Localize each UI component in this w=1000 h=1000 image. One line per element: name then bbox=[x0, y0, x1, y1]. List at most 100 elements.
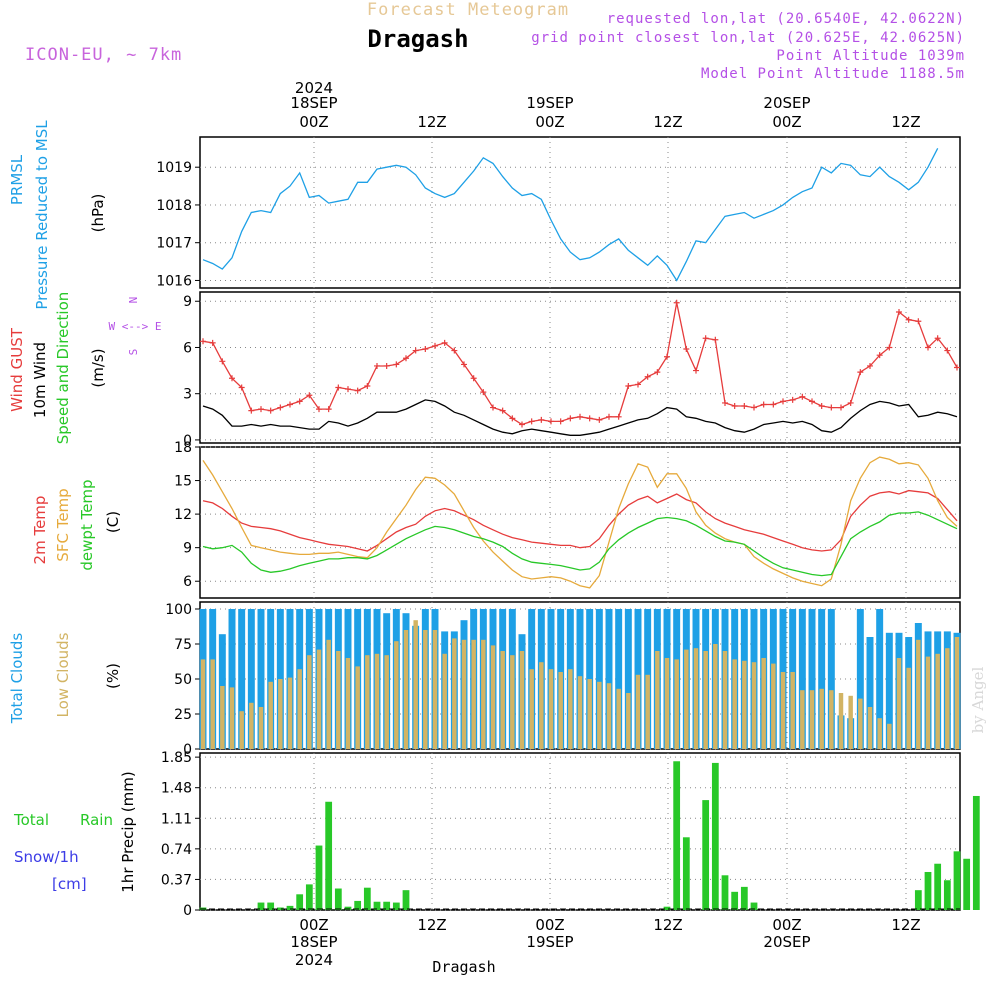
gust-marker bbox=[644, 373, 651, 380]
gust-marker bbox=[654, 369, 661, 376]
gust-marker bbox=[722, 399, 728, 406]
temp-dewpt-line bbox=[202, 511, 958, 577]
gust-marker bbox=[596, 416, 603, 423]
low-cloud-bar bbox=[800, 690, 805, 749]
precip-bar bbox=[354, 900, 362, 910]
low-cloud-bar bbox=[539, 662, 544, 749]
gust-marker bbox=[538, 416, 545, 423]
low-cloud-bar bbox=[568, 669, 573, 749]
gust-marker bbox=[354, 387, 361, 394]
low-cloud-bar bbox=[751, 662, 757, 749]
gust-marker bbox=[412, 347, 419, 354]
y-tick-label: 9 bbox=[183, 541, 192, 557]
gust-marker bbox=[219, 358, 226, 365]
gust-marker bbox=[567, 415, 574, 422]
panel-frame bbox=[199, 752, 961, 911]
gust-marker bbox=[954, 364, 960, 371]
total-cloud-bar bbox=[247, 609, 255, 749]
watermark: by Angel bbox=[969, 666, 987, 733]
top-year: 2024 bbox=[295, 79, 333, 97]
footer-location: Dragash bbox=[432, 958, 495, 976]
gust-marker bbox=[499, 407, 506, 414]
wind-line bbox=[202, 399, 958, 436]
time-tick-hour: 12Z bbox=[653, 916, 682, 934]
precip-snow-label: Snow/1h bbox=[14, 848, 79, 866]
low-cloud-bar bbox=[906, 667, 911, 749]
gust-marker bbox=[635, 381, 641, 388]
time-tick-date: 20SEP bbox=[763, 94, 810, 112]
gust-marker bbox=[741, 403, 748, 410]
time-tick-hour: 00Z bbox=[535, 916, 564, 934]
compass-we: W <--> E bbox=[109, 320, 162, 333]
gust-marker bbox=[509, 415, 516, 422]
total-cloud-bar bbox=[605, 609, 613, 749]
wind-direction-label: Speed and Direction bbox=[54, 292, 72, 445]
precip-bar bbox=[924, 871, 932, 910]
precip-cm-label: [cm] bbox=[52, 875, 87, 893]
low-cloud-bar bbox=[858, 698, 863, 749]
precip-bar bbox=[257, 902, 265, 910]
low-cloud-bar bbox=[597, 681, 602, 749]
y-tick-label: 1.85 bbox=[161, 750, 192, 766]
gust-marker bbox=[229, 375, 235, 382]
y-tick-label: 1.11 bbox=[161, 811, 192, 827]
low-cloud-bar bbox=[606, 683, 612, 749]
precip-bar bbox=[721, 875, 729, 910]
gust-marker bbox=[867, 362, 873, 369]
low-cloud-bar bbox=[413, 620, 418, 749]
wind-labels: Wind GUST 10m Wind Speed and Direction (… bbox=[8, 292, 161, 445]
low-cloud-bar bbox=[713, 644, 718, 749]
gust-marker bbox=[702, 335, 709, 342]
temp-dewpt-label: dewpt Temp bbox=[78, 479, 96, 570]
gust-marker bbox=[770, 401, 777, 408]
gust-marker bbox=[490, 404, 496, 411]
gust-marker bbox=[209, 339, 216, 346]
total-cloud-bar bbox=[267, 609, 275, 749]
y-tick-label: 0.37 bbox=[161, 872, 192, 888]
gust-marker bbox=[838, 404, 844, 411]
gust-marker bbox=[886, 344, 893, 351]
pressure-line bbox=[202, 148, 939, 282]
low-cloud-bar bbox=[403, 630, 409, 749]
gust-marker bbox=[548, 418, 554, 425]
total-cloud-bar bbox=[808, 609, 816, 749]
precip-bar bbox=[296, 894, 304, 910]
gust-marker bbox=[799, 393, 806, 400]
low-cloud-bar bbox=[374, 653, 380, 749]
wind-unit: (m/s) bbox=[89, 348, 107, 387]
low-cloud-bar bbox=[287, 677, 293, 749]
wind-gust-label: Wind GUST bbox=[8, 327, 26, 412]
gust-marker bbox=[325, 406, 332, 413]
gust-marker bbox=[683, 346, 690, 353]
y-tick-label: 12 bbox=[174, 507, 192, 523]
time-tick-hour: 00Z bbox=[299, 113, 328, 131]
low-cloud-bar bbox=[867, 707, 873, 749]
gust-marker bbox=[422, 346, 429, 353]
low-cloud-bar bbox=[674, 659, 679, 749]
gust-marker bbox=[267, 407, 274, 414]
low-cloud-bar bbox=[432, 630, 438, 749]
low-cloud-bar bbox=[519, 651, 525, 749]
plots: 1016101710181019036969121518025507510000… bbox=[156, 94, 980, 969]
low-cloud-bar bbox=[626, 693, 631, 749]
total-clouds-label: Total Clouds bbox=[8, 633, 26, 725]
precip-bar bbox=[702, 800, 710, 910]
gust-marker bbox=[760, 401, 767, 408]
gust-marker bbox=[200, 338, 206, 345]
time-tick-year: 2024 bbox=[295, 951, 333, 969]
low-cloud-bar bbox=[819, 688, 824, 749]
temp-sfc-label: SFC Temp bbox=[54, 488, 72, 561]
low-cloud-bar bbox=[925, 656, 931, 749]
precip-bar bbox=[286, 905, 294, 910]
total-cloud-bar bbox=[856, 609, 864, 749]
low-cloud-bar bbox=[935, 653, 940, 749]
low-cloud-bar bbox=[229, 687, 235, 749]
gust-marker bbox=[789, 396, 796, 403]
low-cloud-bar bbox=[887, 723, 892, 749]
low-cloud-bar bbox=[471, 639, 476, 749]
time-tick-hour: 00Z bbox=[535, 113, 564, 131]
gust-marker bbox=[712, 336, 719, 343]
low-cloud-bar bbox=[722, 651, 728, 749]
